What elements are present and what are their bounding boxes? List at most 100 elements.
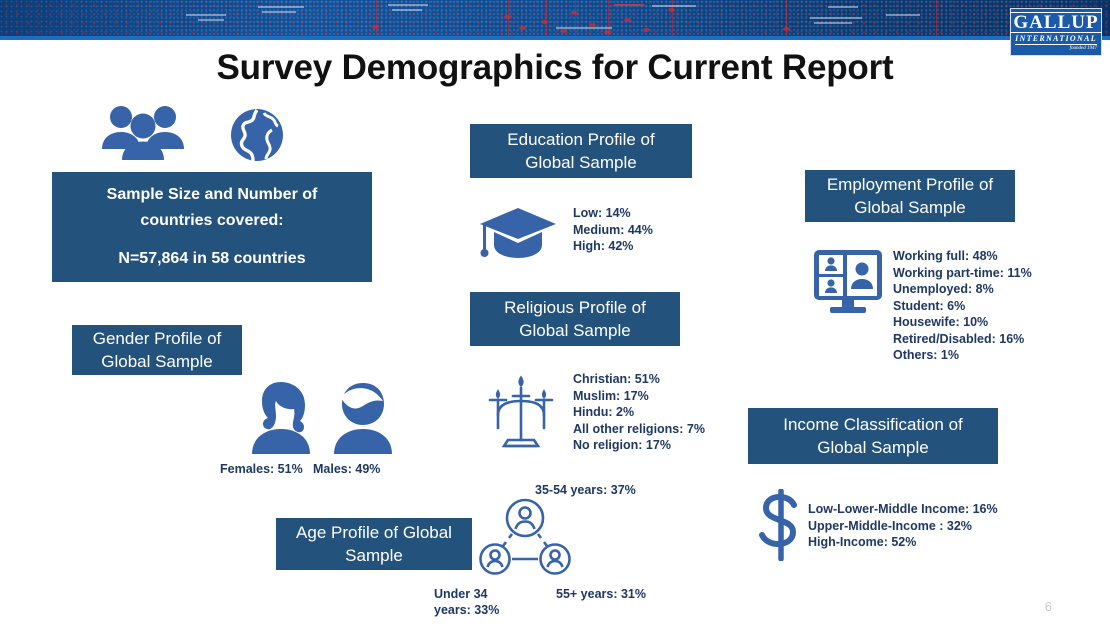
age-box-line2: Sample xyxy=(345,546,403,565)
header-banner xyxy=(0,0,1110,36)
religion-box-line2: Global Sample xyxy=(519,321,631,340)
employment-box-line2: Global Sample xyxy=(854,198,966,217)
video-conference-icon xyxy=(812,248,884,314)
sample-box-line3: N=57,864 in 58 countries xyxy=(118,250,306,267)
employment-stat-item: Working part-time: 11% xyxy=(893,265,1032,280)
employment-stat-item: Unemployed: 8% xyxy=(893,282,994,296)
banner-text-mark xyxy=(392,9,422,11)
banner-text-mark xyxy=(814,22,852,24)
religion-box-line1: Religious Profile of xyxy=(504,298,646,317)
logo-wordmark: GALLUP xyxy=(1010,11,1102,33)
sample-box-line1: Sample Size and Number of xyxy=(106,186,318,203)
education-stats-list: Low: 14% Medium: 44% High: 42% xyxy=(573,205,653,255)
banner-tick xyxy=(608,0,609,36)
page-number: 6 xyxy=(1044,599,1052,614)
banner-marker xyxy=(589,23,596,27)
banner-text-mark xyxy=(198,19,224,21)
people-group-icon xyxy=(100,104,186,160)
banner-text-mark xyxy=(614,4,644,6)
page-title: Survey Demographics for Current Report xyxy=(216,48,894,87)
age-right-label: 55+ years: 31% xyxy=(556,587,647,601)
banner-text-mark xyxy=(810,17,862,19)
employment-stat-item: Housewife: 10% xyxy=(893,315,989,329)
banner-text-mark xyxy=(886,14,920,16)
employment-stats-list: Working full: 48% Working part-time: 11%… xyxy=(893,248,1032,364)
banner-marker xyxy=(571,11,578,15)
banner-dot-grid xyxy=(0,0,1110,36)
banner-tick xyxy=(936,0,937,36)
banner-accent-rule xyxy=(0,36,1110,40)
dollar-sign-icon xyxy=(758,489,804,561)
banner-tick xyxy=(786,0,787,36)
banner-text-mark xyxy=(262,11,296,13)
candelabra-icon xyxy=(484,368,558,454)
income-stat-item: Upper-Middle-Income : 32% xyxy=(808,518,972,533)
female-percent-label: Females: 51% xyxy=(220,462,303,476)
banner-marker xyxy=(519,26,526,30)
banner-marker xyxy=(560,29,567,33)
gender-profile-box: Gender Profile of Global Sample xyxy=(72,325,242,375)
income-stat-item: High-Income: 52% xyxy=(808,535,917,549)
graduation-cap-icon xyxy=(478,206,558,262)
sample-box-line2: countries covered: xyxy=(140,212,284,229)
logo-founded: founded 1947 xyxy=(1069,45,1097,51)
religious-profile-box: Religious Profile of Global Sample xyxy=(470,292,680,346)
income-classification-box: Income Classification of Global Sample xyxy=(748,408,998,464)
employment-stat-item: Retired/Disabled: 16% xyxy=(893,331,1025,346)
banner-tick xyxy=(672,0,673,36)
banner-marker xyxy=(541,20,548,24)
age-top-label: 35-54 years: 37% xyxy=(535,483,636,497)
gender-box-line2: Global Sample xyxy=(101,352,213,371)
age-left-label-line1: Under 34 xyxy=(434,587,488,601)
age-left-label-line2: years: 33% xyxy=(434,603,500,617)
gender-box-line1: Gender Profile of xyxy=(92,329,222,348)
employment-stat-item: Working full: 48% xyxy=(893,249,998,263)
religion-stats-list: Christian: 51% Muslim: 17% Hindu: 2% All… xyxy=(573,371,705,454)
banner-text-mark xyxy=(186,14,226,16)
religion-stat-item: No religion: 17% xyxy=(573,438,671,452)
banner-marker xyxy=(604,30,611,34)
employment-stat-item: Student: 6% xyxy=(893,298,966,313)
employment-box-line1: Employment Profile of xyxy=(826,175,994,194)
religion-stat-item: All other religions: 7% xyxy=(573,421,705,436)
employment-stat-item: Others: 1% xyxy=(893,348,959,362)
education-stat-item: High: 42% xyxy=(573,239,634,253)
banner-text-mark xyxy=(652,5,696,7)
income-stat-item: Low-Lower-Middle Income: 16% xyxy=(808,502,998,516)
age-left-label: Under 34 years: 33% xyxy=(434,586,499,618)
banner-tick xyxy=(546,0,547,36)
employment-profile-box: Employment Profile of Global Sample xyxy=(805,170,1015,222)
banner-tick xyxy=(376,0,377,36)
education-box-line2: Global Sample xyxy=(525,153,637,172)
female-icon xyxy=(246,380,316,454)
income-box-line1: Income Classification of xyxy=(783,415,963,434)
income-box-line2: Global Sample xyxy=(817,438,929,457)
religion-stat-item: Christian: 51% xyxy=(573,372,660,386)
banner-text-mark xyxy=(388,4,428,6)
banner-text-mark xyxy=(828,6,858,8)
income-stats-list: Low-Lower-Middle Income: 16% Upper-Middl… xyxy=(808,501,998,551)
banner-text-mark xyxy=(556,27,612,29)
male-icon xyxy=(328,380,398,454)
banner-marker xyxy=(643,28,650,32)
globe-icon xyxy=(228,106,286,164)
education-stat-item: Medium: 44% xyxy=(573,222,653,237)
religion-stat-item: Hindu: 2% xyxy=(573,405,635,419)
male-percent-label: Males: 49% xyxy=(313,462,381,476)
education-profile-box: Education Profile of Global Sample xyxy=(470,124,692,178)
gallup-international-logo: GALLUP INTERNATIONAL founded 1947 xyxy=(1010,8,1102,56)
education-box-line1: Education Profile of xyxy=(507,130,655,149)
age-profile-box: Age Profile of Global Sample xyxy=(276,518,472,570)
banner-tick xyxy=(575,0,576,36)
religion-stat-item: Muslim: 17% xyxy=(573,388,649,403)
age-box-line1: Age Profile of Global xyxy=(296,523,452,542)
age-network-icon xyxy=(479,498,571,576)
banner-text-mark xyxy=(258,6,304,8)
banner-marker xyxy=(624,18,631,22)
education-stat-item: Low: 14% xyxy=(573,206,631,220)
banner-marker xyxy=(504,15,511,19)
sample-size-box: Sample Size and Number of countries cove… xyxy=(52,172,372,282)
banner-marker xyxy=(372,25,379,29)
banner-marker xyxy=(783,27,790,31)
banner-marker xyxy=(668,8,675,12)
